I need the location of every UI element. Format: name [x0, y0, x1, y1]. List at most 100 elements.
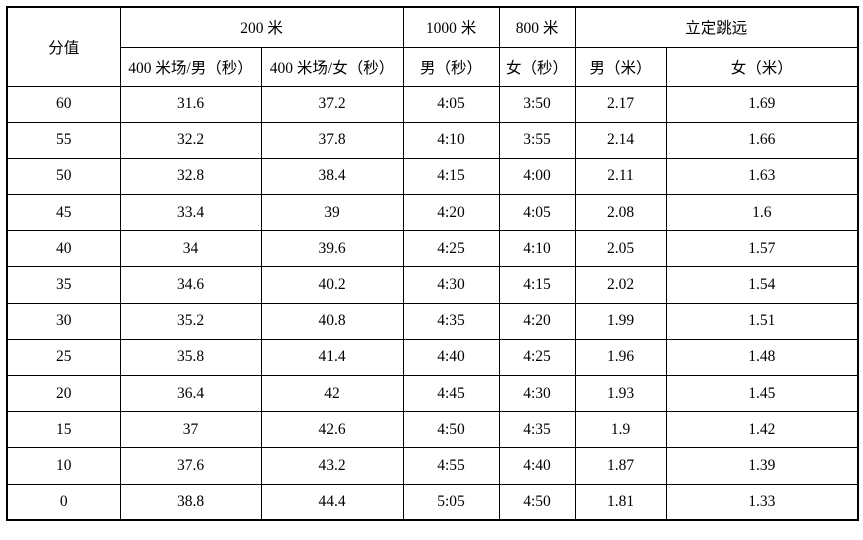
value-cell: 37.8 [260, 121, 404, 159]
score-cell: 25 [6, 338, 121, 377]
table-row: 50 32.8 38.4 4:15 4:00 2.11 1.63 [6, 157, 859, 196]
table-row: 20 36.4 42 4:45 4:30 1.93 1.45 [6, 374, 859, 413]
value-cell: 4:00 [498, 157, 576, 196]
value-cell: 42 [260, 374, 404, 413]
sport-score-table: 分值 200 米 1000 米 800 米 立定跳远 400 米场/男（秒） 4… [6, 6, 860, 522]
value-cell: 3:55 [498, 121, 576, 159]
table-row: 30 35.2 40.8 4:35 4:20 1.99 1.51 [6, 302, 859, 340]
value-cell: 1.99 [574, 302, 667, 340]
header-400m-track-female: 400 米场/女（秒） [260, 46, 404, 87]
value-cell: 1.66 [665, 121, 859, 159]
value-cell: 38.4 [260, 157, 404, 196]
value-cell: 40.8 [260, 302, 404, 340]
value-cell: 1.57 [665, 230, 859, 268]
score-cell: 45 [6, 194, 121, 232]
score-cell: 50 [6, 157, 121, 196]
value-cell: 39 [260, 194, 404, 232]
value-cell: 4:05 [402, 85, 500, 123]
value-cell: 4:40 [402, 338, 500, 377]
value-cell: 1.39 [665, 447, 859, 485]
value-cell: 2.05 [574, 230, 667, 268]
value-cell: 35.8 [119, 338, 262, 377]
score-cell: 10 [6, 447, 121, 485]
value-cell: 32.8 [119, 157, 262, 196]
value-cell: 4:10 [498, 230, 576, 268]
table-row: 60 31.6 37.2 4:05 3:50 2.17 1.69 [6, 85, 859, 123]
value-cell: 2.14 [574, 121, 667, 159]
header-400m-track-male: 400 米场/男（秒） [119, 46, 262, 87]
value-cell: 3:50 [498, 85, 576, 123]
table-row: 15 37 42.6 4:50 4:35 1.9 1.42 [6, 411, 859, 449]
table-row: 45 33.4 39 4:20 4:05 2.08 1.6 [6, 194, 859, 232]
value-cell: 2.17 [574, 85, 667, 123]
value-cell: 2.02 [574, 266, 667, 304]
value-cell: 4:55 [402, 447, 500, 485]
value-cell: 4:30 [498, 374, 576, 413]
value-cell: 5:05 [402, 483, 500, 521]
value-cell: 4:15 [498, 266, 576, 304]
table-header: 分值 200 米 1000 米 800 米 立定跳远 400 米场/男（秒） 4… [6, 6, 859, 87]
value-cell: 1.63 [665, 157, 859, 196]
header-sub-row: 400 米场/男（秒） 400 米场/女（秒） 男（秒） 女（秒） 男（米） 女… [7, 46, 859, 87]
table-row: 10 37.6 43.2 4:55 4:40 1.87 1.39 [6, 447, 859, 485]
score-cell: 60 [6, 85, 121, 123]
value-cell: 1.96 [574, 338, 667, 377]
header-800m-female: 女（秒） [498, 46, 576, 87]
value-cell: 4:10 [402, 121, 500, 159]
table-body: 60 31.6 37.2 4:05 3:50 2.17 1.69 55 32.2 37.8 4:10… [6, 85, 859, 521]
header-group-200m: 200 米 [119, 6, 404, 48]
value-cell: 38.8 [119, 483, 262, 521]
value-cell: 4:05 [498, 194, 576, 232]
value-cell: 1.54 [665, 266, 859, 304]
value-cell: 4:35 [402, 302, 500, 340]
value-cell: 1.93 [574, 374, 667, 413]
value-cell: 4:50 [498, 483, 576, 521]
table-row: 35 34.6 40.2 4:30 4:15 2.02 1.54 [6, 266, 859, 304]
value-cell: 4:15 [402, 157, 500, 196]
value-cell: 41.4 [260, 338, 404, 377]
header-group-800m: 800 米 [498, 6, 576, 48]
value-cell: 1.9 [574, 411, 667, 449]
value-cell: 1.33 [665, 483, 859, 521]
value-cell: 4:35 [498, 411, 576, 449]
value-cell: 1.6 [665, 194, 859, 232]
table-row: 40 34 39.6 4:25 4:10 2.05 1.57 [6, 230, 859, 268]
value-cell: 37.2 [260, 85, 404, 123]
value-cell: 1.45 [665, 374, 859, 413]
score-cell: 55 [6, 121, 121, 159]
value-cell: 4:50 [402, 411, 500, 449]
value-cell: 37 [119, 411, 262, 449]
value-cell: 4:45 [402, 374, 500, 413]
header-group-row: 分值 200 米 1000 米 800 米 立定跳远 [6, 6, 859, 87]
value-cell: 42.6 [260, 411, 404, 449]
value-cell: 34 [119, 230, 262, 268]
value-cell: 39.6 [260, 230, 404, 268]
value-cell: 1.81 [574, 483, 667, 521]
value-cell: 1.87 [574, 447, 667, 485]
header-jump-male: 男（米） [574, 46, 667, 87]
value-cell: 33.4 [119, 194, 262, 232]
value-cell: 1.69 [665, 85, 859, 123]
score-cell: 35 [6, 266, 121, 304]
score-cell: 15 [6, 411, 121, 449]
table-row: 25 35.8 41.4 4:40 4:25 1.96 1.48 [6, 338, 859, 377]
value-cell: 4:25 [402, 230, 500, 268]
value-cell: 34.6 [119, 266, 262, 304]
value-cell: 40.2 [260, 266, 404, 304]
value-cell: 4:40 [498, 447, 576, 485]
header-group-standing-long-jump: 立定跳远 [574, 6, 859, 48]
score-cell: 30 [6, 302, 121, 340]
table-row: 0 38.8 44.4 5:05 4:50 1.81 1.33 [6, 483, 859, 521]
value-cell: 1.48 [665, 338, 859, 377]
value-cell: 43.2 [260, 447, 404, 485]
value-cell: 2.11 [574, 157, 667, 196]
value-cell: 35.2 [119, 302, 262, 340]
value-cell: 31.6 [119, 85, 262, 123]
value-cell: 1.51 [665, 302, 859, 340]
score-cell: 20 [6, 374, 121, 413]
header-1000m-male: 男（秒） [402, 46, 500, 87]
value-cell: 1.42 [665, 411, 859, 449]
value-cell: 4:20 [498, 302, 576, 340]
value-cell: 32.2 [119, 121, 262, 159]
